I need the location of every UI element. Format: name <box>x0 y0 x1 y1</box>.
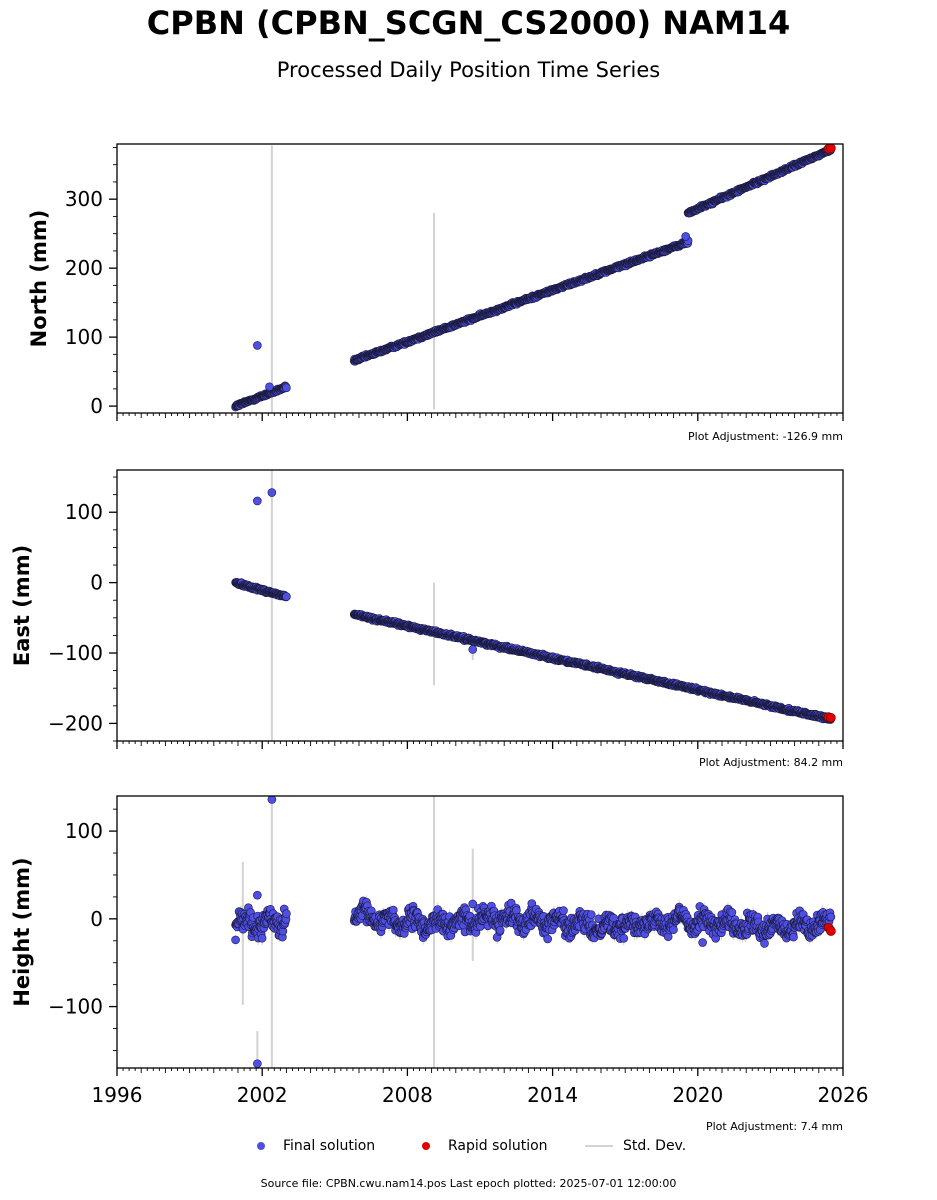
legend-std-label: Std. Dev. <box>623 1138 687 1154</box>
final-point <box>253 496 262 506</box>
plot-area <box>231 470 836 741</box>
final-point <box>826 912 836 922</box>
panel-3: −100 0 100 1996 2002 2008 2014 2020 2026 Height (… <box>10 795 869 1133</box>
final-point <box>543 934 553 944</box>
final-point <box>495 925 505 935</box>
final-point <box>468 645 478 654</box>
final-point <box>789 932 798 942</box>
final-point <box>559 906 568 915</box>
x-tick-label: 2002 <box>237 1083 288 1107</box>
x-tick-label: 2026 <box>818 1083 869 1107</box>
y-tick-label: 300 <box>65 187 103 211</box>
final-point <box>388 905 398 915</box>
y-axis-label: North (mm) <box>27 210 51 348</box>
final-point <box>282 592 291 601</box>
y-tick-label: 100 <box>65 819 103 843</box>
y-tick-label: 0 <box>90 394 103 418</box>
legend-final: Final solution <box>257 1138 375 1154</box>
plot-adjustment: Plot Adjustment: 7.4 mm <box>706 1120 843 1133</box>
rapid-point <box>826 144 836 153</box>
y-axis-label: Height (mm) <box>10 857 34 1006</box>
y-tick-label: 100 <box>65 325 103 349</box>
final-point <box>253 890 262 900</box>
final-point <box>257 933 267 943</box>
final-point <box>669 925 678 935</box>
y-tick-label: 0 <box>90 571 103 595</box>
y-tick-label: 100 <box>65 500 103 524</box>
final-point <box>231 935 240 945</box>
legend-std: Std. Dev. <box>585 1138 686 1154</box>
final-point <box>282 909 291 919</box>
y-tick-label: −200 <box>48 711 103 735</box>
panel-2: −200 −100 0 100 East (mm) Plot Adjustment: 84… <box>10 469 844 769</box>
legend: Final solution Rapid solution Std. Dev. <box>0 1138 937 1158</box>
y-tick-label: 200 <box>65 256 103 280</box>
final-point <box>619 933 629 943</box>
legend-final-marker <box>257 1142 265 1150</box>
y-axis-label: East (mm) <box>10 545 34 666</box>
legend-rapid-label: Rapid solution <box>448 1138 548 1154</box>
final-point <box>698 938 707 947</box>
plot-area <box>231 796 836 1068</box>
legend-final-label: Final solution <box>283 1138 376 1154</box>
x-tick-label: 2020 <box>672 1083 723 1107</box>
source-footer: Source file: CPBN.cwu.nam14.pos Last epo… <box>260 1177 677 1190</box>
page-title: CPBN (CPBN_SCGN_CS2000) NAM14 <box>146 4 791 42</box>
panel-1: 0 100 200 300 North (mm) Plot Adjustment: -12… <box>27 143 844 443</box>
plot-area <box>231 144 836 413</box>
legend-rapid: Rapid solution <box>422 1138 548 1154</box>
final-point <box>253 1059 262 1068</box>
y-tick-label: 0 <box>90 907 103 931</box>
final-point <box>468 899 478 909</box>
y-tick-label: −100 <box>48 995 103 1019</box>
final-point <box>265 382 274 392</box>
plot-adjustment: Plot Adjustment: 84.2 mm <box>699 756 843 769</box>
y-tick-label: −100 <box>48 641 103 665</box>
legend-rapid-marker <box>422 1142 430 1150</box>
final-point <box>681 232 691 241</box>
plot-frame <box>116 143 844 414</box>
x-tick-label: 2008 <box>382 1083 433 1107</box>
final-point <box>282 383 291 393</box>
final-point <box>267 796 277 804</box>
final-point <box>760 939 769 948</box>
legend-std-marker <box>585 1145 613 1147</box>
final-point <box>267 488 277 497</box>
page-subtitle: Processed Daily Position Time Series <box>276 58 661 82</box>
rapid-point <box>826 926 836 936</box>
plot-adjustment: Plot Adjustment: -126.9 mm <box>688 430 843 443</box>
final-point <box>586 910 596 919</box>
x-tick-label: 2014 <box>527 1083 578 1107</box>
x-tick-label: 1996 <box>92 1083 143 1107</box>
final-point <box>727 908 737 917</box>
rapid-point <box>826 712 836 723</box>
final-point <box>253 341 262 350</box>
